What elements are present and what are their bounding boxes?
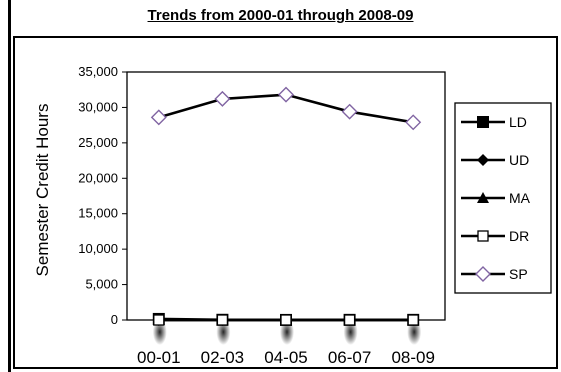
legend-label: SP <box>509 266 528 282</box>
legend-marker <box>477 230 489 242</box>
series-sp <box>150 86 422 131</box>
y-tick-label: 15,000 <box>78 206 118 221</box>
y-tick-label: 30,000 <box>78 99 118 114</box>
data-point <box>407 314 419 326</box>
data-point <box>343 314 356 326</box>
legend-marker <box>475 266 491 282</box>
x-tick-label: 04-05 <box>264 348 307 367</box>
legend-label: MA <box>509 190 531 206</box>
legend-marker <box>477 192 489 203</box>
data-point <box>153 314 165 326</box>
y-tick-label: 35,000 <box>78 64 118 79</box>
data-point <box>214 90 231 107</box>
y-tick-label: 25,000 <box>78 135 118 150</box>
y-tick-label: 10,000 <box>78 241 118 256</box>
legend-label: LD <box>509 114 527 130</box>
x-axis: 00-01 02-03 04-05 06-07 08-09 <box>137 348 435 367</box>
y-axis: 0 5,000 10,000 15,000 20,000 25,000 30,000 35,0… <box>78 64 127 327</box>
data-point <box>150 109 167 126</box>
legend-item-ld: LD <box>461 114 527 130</box>
y-tick-label: 0 <box>111 312 118 327</box>
data-point <box>278 86 294 103</box>
chart-frame <box>13 36 558 369</box>
legend-label: DR <box>509 228 529 244</box>
series-layer <box>150 86 422 326</box>
series-dr <box>153 314 419 326</box>
data-point <box>280 314 292 326</box>
x-tick-label: 08-09 <box>391 348 434 367</box>
y-tick-label: 5,000 <box>85 277 118 292</box>
x-tick-label: 00-01 <box>137 348 180 367</box>
plot-area <box>126 71 446 321</box>
left-border-rule <box>8 0 11 372</box>
legend-item-ma: MA <box>461 190 531 206</box>
y-axis-label: Semester Credit Hours <box>33 104 52 277</box>
plot-box <box>126 71 446 321</box>
y-tick-label: 20,000 <box>78 170 118 185</box>
legend-item-dr: DR <box>461 228 529 244</box>
legend-marker <box>477 154 489 166</box>
data-point <box>216 314 229 326</box>
legend-label: UD <box>509 152 529 168</box>
x-tick-label: 06-07 <box>328 348 371 367</box>
legend-item-ud: UD <box>461 152 529 168</box>
legend-marker <box>477 116 489 128</box>
chart-title: Trends from 2000-01 through 2008-09 <box>147 7 414 24</box>
data-point <box>341 103 358 120</box>
legend-item-sp: SP <box>461 266 528 282</box>
data-point <box>405 114 422 131</box>
legend: LD UD MA DR SP <box>454 102 552 294</box>
x-tick-label: 02-03 <box>201 348 244 367</box>
